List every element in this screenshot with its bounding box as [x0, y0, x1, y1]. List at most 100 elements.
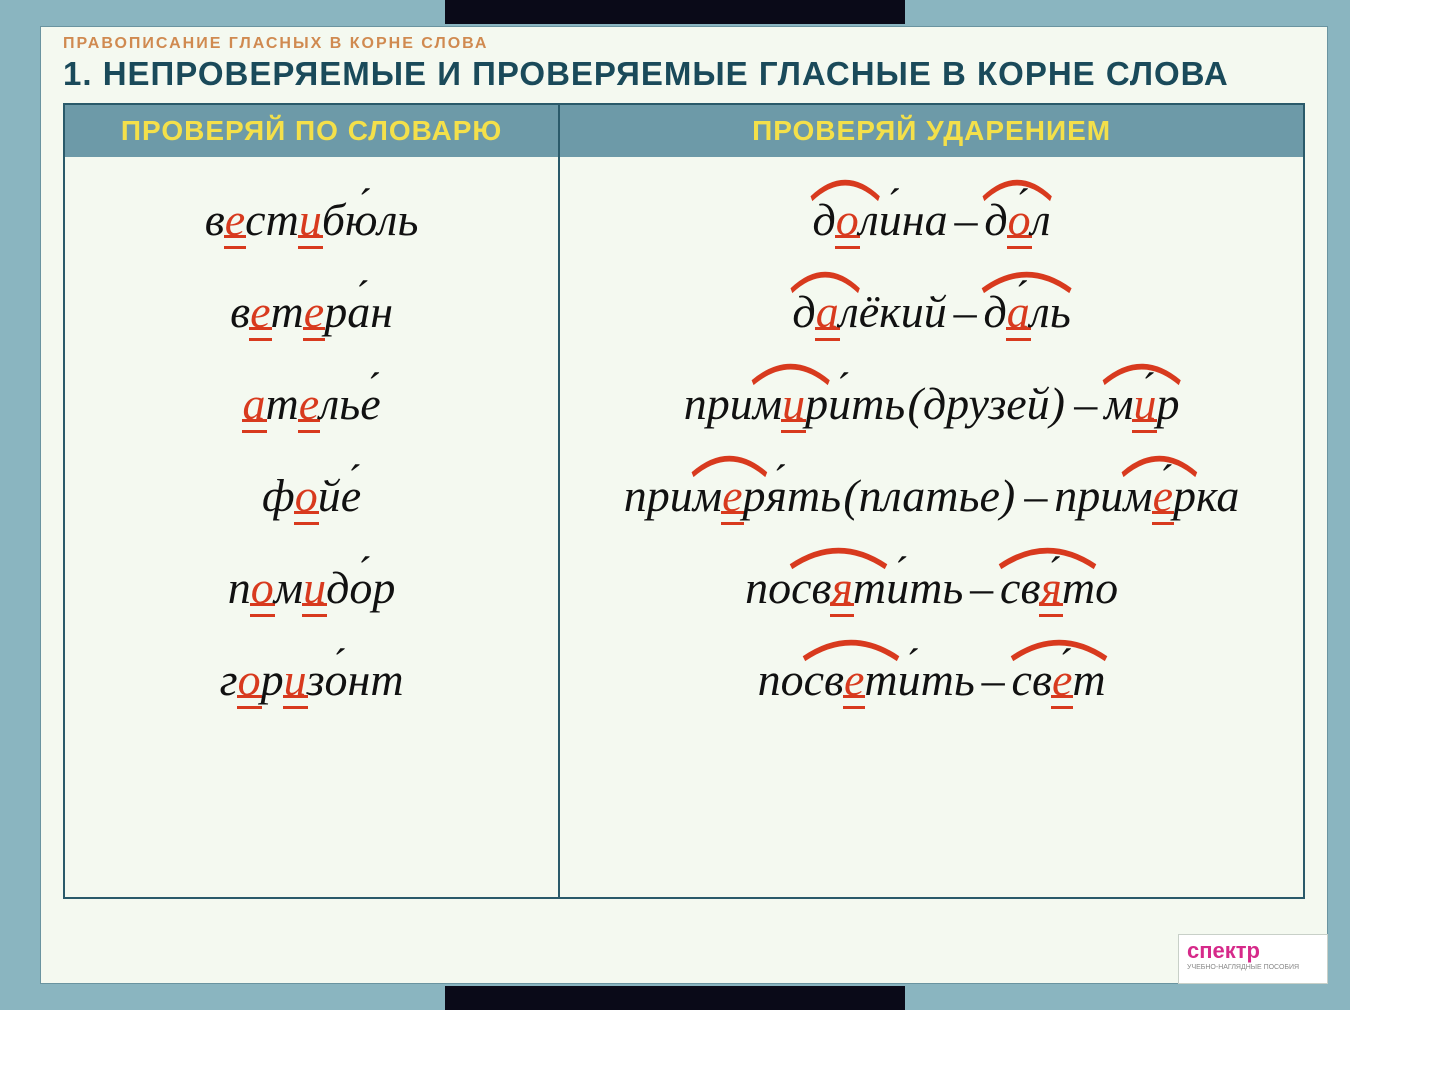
char: ль	[319, 381, 360, 427]
top-clip	[445, 0, 905, 24]
char: и	[879, 197, 902, 243]
root-arc: мир	[1104, 381, 1179, 427]
char: св	[1012, 657, 1052, 703]
char: и	[303, 565, 326, 611]
word-pair: примерять (платье) – примерка	[624, 473, 1240, 519]
dash: –	[954, 289, 977, 335]
dash: –	[970, 565, 993, 611]
char: р	[805, 381, 828, 427]
char: л	[1031, 197, 1051, 243]
char: ль	[377, 197, 418, 243]
char: а	[243, 381, 266, 427]
word-pair: посветить – свет	[758, 657, 1106, 703]
table-body: вестибюльветеранательефойепомидоргоризон…	[65, 157, 1303, 897]
char: е	[1052, 657, 1072, 703]
char: кий	[879, 289, 947, 335]
col-header-right: ПРОВЕРЯЙ УДАРЕНИЕМ	[560, 105, 1303, 157]
char: св	[791, 565, 831, 611]
char: т	[864, 657, 897, 703]
char: св	[1000, 565, 1040, 611]
char: при	[624, 473, 693, 519]
char: о	[349, 565, 372, 611]
char: я	[831, 565, 852, 611]
char: о	[295, 473, 318, 519]
char: ть	[921, 657, 975, 703]
root-arc: свят	[791, 565, 886, 611]
char: г	[220, 657, 238, 703]
word: помидор	[228, 565, 396, 611]
char: ть	[851, 381, 905, 427]
char: е	[225, 197, 245, 243]
dash: –	[982, 657, 1005, 703]
char: при	[1054, 473, 1123, 519]
char: д	[984, 197, 1007, 243]
publisher-logo: спектр УЧЕБНО-НАГЛЯДНЫЕ ПОСОБИЯ	[1178, 934, 1328, 984]
char: м	[1104, 381, 1133, 427]
char: р	[261, 657, 284, 703]
word-pair: примирить (друзей) – мир	[684, 381, 1180, 427]
char: в	[230, 289, 250, 335]
char: е	[360, 381, 380, 427]
root-arc: дол	[984, 197, 1050, 243]
col-header-left: ПРОВЕРЯЙ ПО СЛОВАРЮ	[65, 105, 560, 157]
dash: –	[955, 197, 978, 243]
logo-text: спектр	[1187, 938, 1260, 963]
char: д	[792, 289, 815, 335]
table-header: ПРОВЕРЯЙ ПО СЛОВАРЮ ПРОВЕРЯЙ УДАРЕНИЕМ	[65, 105, 1303, 157]
char: а	[347, 289, 370, 335]
right-column: долина – долдалёкий – дальпримирить (дру…	[560, 157, 1303, 897]
char: т	[271, 289, 304, 335]
char: ка	[1196, 473, 1239, 519]
char: л	[839, 289, 859, 335]
root-arc: свят	[1000, 565, 1095, 611]
poster-frame: РУССКИЙ ЯЗЫК ПРАВОПИСАНИЕ ГЛАСНЫХ В КОРН…	[0, 0, 1350, 1010]
char: д	[326, 565, 349, 611]
root-arc: мер	[1123, 473, 1196, 519]
char: я	[766, 473, 787, 519]
char: й	[318, 473, 341, 519]
root-arc: свет	[804, 657, 898, 703]
char: ст	[245, 197, 299, 243]
char: т	[1062, 565, 1095, 611]
root-arc: даль	[983, 289, 1070, 335]
char: по	[758, 657, 804, 703]
char: о	[238, 657, 261, 703]
poster: ПРАВОПИСАНИЕ ГЛАСНЫХ В КОРНЕ СЛОВА 1. НЕ…	[40, 26, 1328, 984]
char: т	[853, 565, 886, 611]
char: о	[1095, 565, 1118, 611]
paren-note: (платье)	[843, 473, 1015, 519]
root-arc: дал	[792, 289, 858, 335]
word-pair: долина – дол	[812, 197, 1050, 243]
char: и	[782, 381, 805, 427]
char: р	[1173, 473, 1196, 519]
char: и	[898, 657, 921, 703]
char: ю	[345, 197, 377, 243]
char: а	[1007, 289, 1030, 335]
bottom-clip	[445, 986, 905, 1010]
root-arc: свет	[1012, 657, 1106, 703]
char: и	[299, 197, 322, 243]
char: д	[983, 289, 1006, 335]
char: р	[324, 289, 347, 335]
char: е	[1153, 473, 1173, 519]
char: и	[1133, 381, 1156, 427]
word: горизонт	[220, 657, 404, 703]
dash: –	[1024, 473, 1047, 519]
char: в	[205, 197, 225, 243]
word: фойе	[262, 473, 361, 519]
char: ль	[1030, 289, 1071, 335]
char: м	[1123, 473, 1152, 519]
char: я	[1040, 565, 1061, 611]
char: и	[828, 381, 851, 427]
char: н	[370, 289, 393, 335]
char: т	[1072, 657, 1105, 703]
char: о	[1008, 197, 1031, 243]
word-pair: посвятить – свято	[745, 565, 1118, 611]
word-pair: далёкий – даль	[792, 289, 1070, 335]
char: р	[1156, 381, 1179, 427]
char: м	[753, 381, 782, 427]
char: м	[693, 473, 722, 519]
char: о	[836, 197, 859, 243]
page-title: 1. НЕПРОВЕРЯЕМЫЕ И ПРОВЕРЯЕМЫЕ ГЛАСНЫЕ В…	[41, 53, 1327, 103]
dash: –	[1074, 381, 1097, 427]
